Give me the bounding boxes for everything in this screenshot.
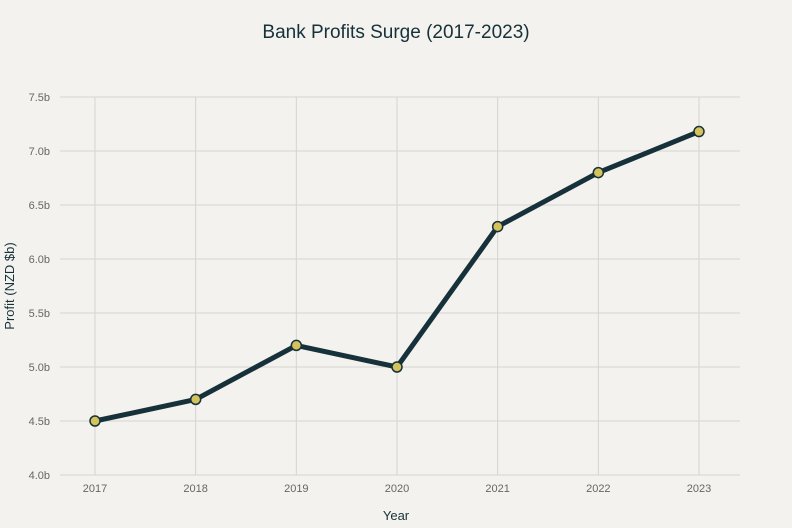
y-tick-label: 7.0b [29, 146, 50, 158]
y-tick-label: 6.5b [29, 200, 50, 212]
x-tick-label: 2020 [385, 483, 409, 495]
y-tick-label: 4.0b [29, 470, 50, 482]
x-axis-title: Year [383, 508, 410, 523]
x-axis-ticks: 2017 2018 2019 2020 2021 2022 2023 [83, 483, 711, 495]
data-point[interactable] [592, 166, 605, 179]
x-tick-label: 2022 [586, 483, 610, 495]
x-tick-label: 2018 [183, 483, 207, 495]
series-layer [89, 125, 705, 427]
y-tick-label: 6.0b [29, 254, 50, 266]
y-tick-label: 5.5b [29, 308, 50, 320]
data-point[interactable] [693, 125, 705, 138]
y-tick-label: 5.0b [29, 362, 50, 374]
data-point[interactable] [391, 361, 403, 373]
y-axis-title: Profit (NZD $b) [2, 242, 17, 329]
x-tick-label: 2023 [687, 483, 711, 495]
y-tick-label: 4.5b [29, 416, 50, 428]
y-tick-label: 7.5b [29, 92, 50, 104]
y-axis-ticks: 4.0b 4.5b 5.0b 5.5b 6.0b 6.5b 7.0b 7.5b [29, 92, 50, 482]
chart-title: Bank Profits Surge (2017-2023) [262, 22, 529, 43]
data-point[interactable] [290, 339, 303, 352]
data-point[interactable] [491, 220, 504, 233]
data-point[interactable] [189, 393, 202, 406]
grid [60, 96, 740, 476]
x-tick-label: 2017 [83, 483, 107, 495]
x-tick-label: 2019 [284, 483, 308, 495]
data-point[interactable] [89, 415, 101, 427]
x-tick-label: 2021 [485, 483, 509, 495]
